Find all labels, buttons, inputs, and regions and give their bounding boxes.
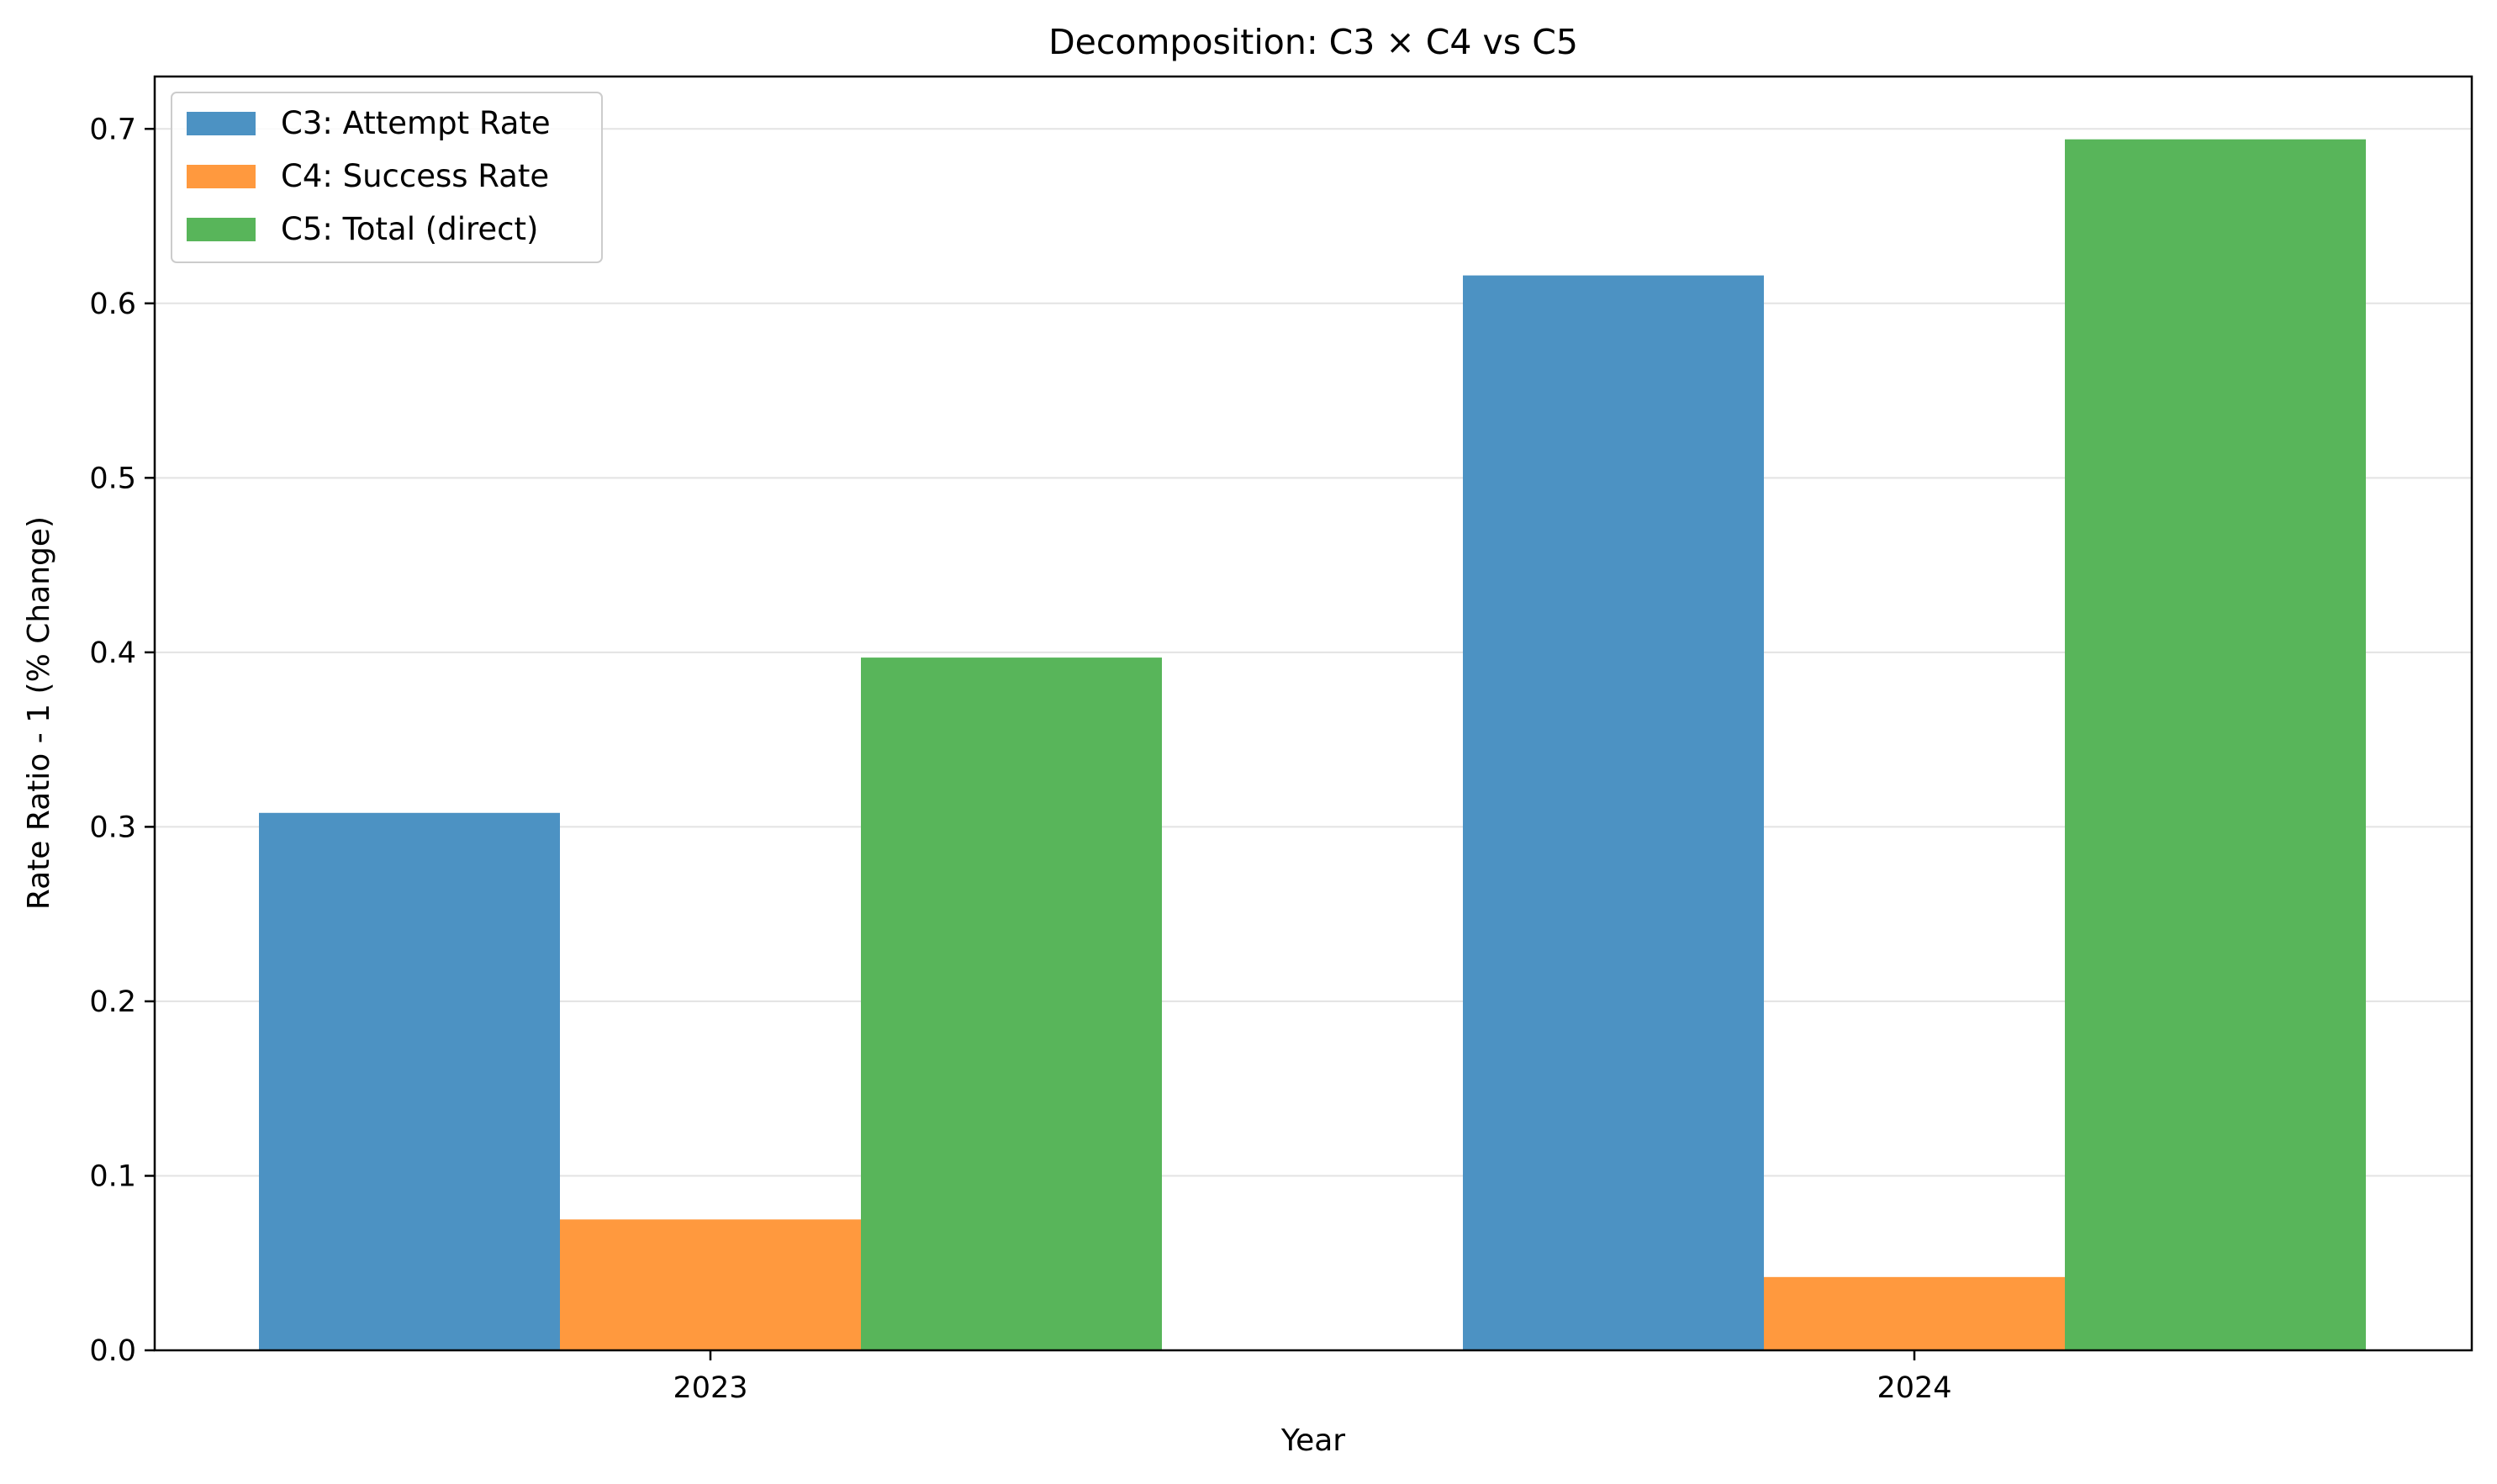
legend: C3: Attempt Rate C4: Success Rate C5: Tota… xyxy=(171,92,603,263)
y-tick-label: 0.4 xyxy=(89,636,136,670)
x-tick-label: 2024 xyxy=(1877,1371,1951,1405)
y-tick-label: 0.7 xyxy=(89,113,136,146)
bar-2024-series-3 xyxy=(1463,275,1764,1350)
bar-2023-series-4 xyxy=(560,1219,861,1350)
legend-swatch xyxy=(187,112,256,135)
chart-title: Decomposition: C3 × C4 vs C5 xyxy=(1048,22,1578,62)
bar-2024-series-5 xyxy=(2065,139,2366,1351)
y-tick-label: 0.1 xyxy=(89,1159,136,1193)
bar-2023-series-3 xyxy=(259,812,560,1350)
y-tick-label: 0.3 xyxy=(89,811,136,844)
y-tick-label: 0.2 xyxy=(89,985,136,1019)
legend-swatch xyxy=(187,165,256,188)
plot-frame xyxy=(153,75,2473,1352)
legend-label: C3: Attempt Rate xyxy=(281,105,551,141)
bar-2023-series-5 xyxy=(861,658,1162,1350)
x-axis-label: Year xyxy=(1280,1423,1345,1458)
axis-ticks: 0.0 0.1 0.2 0.3 0.4 0.5 0.6 0.7 2023 2024 xyxy=(89,113,1951,1405)
y-tick-label: 0.0 xyxy=(89,1334,136,1368)
x-tick-label: 2023 xyxy=(673,1371,747,1405)
y-tick-label: 0.5 xyxy=(89,462,136,495)
bar-2024-series-4 xyxy=(1764,1276,2065,1350)
bars xyxy=(259,139,2366,1351)
legend-label: C4: Success Rate xyxy=(281,158,549,194)
legend-label: C5: Total (direct) xyxy=(281,211,538,247)
legend-box xyxy=(171,92,603,263)
y-axis-label: Rate Ratio - 1 (% Change) xyxy=(22,516,56,910)
legend-swatch xyxy=(187,218,256,241)
y-tick-label: 0.6 xyxy=(89,288,136,321)
